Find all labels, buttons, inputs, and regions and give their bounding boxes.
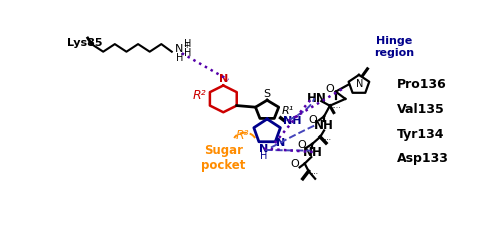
Text: R³: R³ — [236, 129, 250, 142]
Text: Asp133: Asp133 — [396, 152, 448, 165]
Text: S: S — [263, 89, 270, 99]
Text: R¹: R¹ — [282, 106, 294, 116]
Text: Pro136: Pro136 — [396, 78, 446, 91]
Text: O: O — [298, 140, 306, 149]
Text: N: N — [219, 74, 228, 84]
Text: Tyr134: Tyr134 — [396, 128, 444, 141]
Text: O: O — [326, 83, 334, 94]
Text: O: O — [308, 115, 318, 125]
Text: N: N — [258, 144, 268, 154]
Text: O: O — [290, 159, 299, 169]
Text: ....: .... — [309, 169, 318, 175]
Text: H: H — [184, 48, 191, 58]
Text: Hinge
region: Hinge region — [374, 36, 414, 58]
Text: Lys85: Lys85 — [67, 38, 102, 48]
Text: HN: HN — [306, 92, 326, 105]
Text: NH: NH — [284, 116, 302, 126]
Text: N: N — [276, 138, 285, 148]
Text: N: N — [356, 80, 363, 89]
Text: H: H — [184, 39, 191, 49]
Text: NH: NH — [302, 146, 322, 159]
Text: Sugar
pocket: Sugar pocket — [201, 144, 246, 172]
Text: H: H — [260, 151, 267, 161]
Text: ....: .... — [322, 135, 331, 141]
Text: Val135: Val135 — [396, 103, 444, 116]
Text: NH: NH — [314, 119, 334, 132]
Text: ....: .... — [332, 101, 341, 110]
Text: $\rm N^+$: $\rm N^+$ — [174, 41, 192, 56]
Text: R²: R² — [192, 89, 206, 102]
Text: H: H — [176, 53, 184, 63]
